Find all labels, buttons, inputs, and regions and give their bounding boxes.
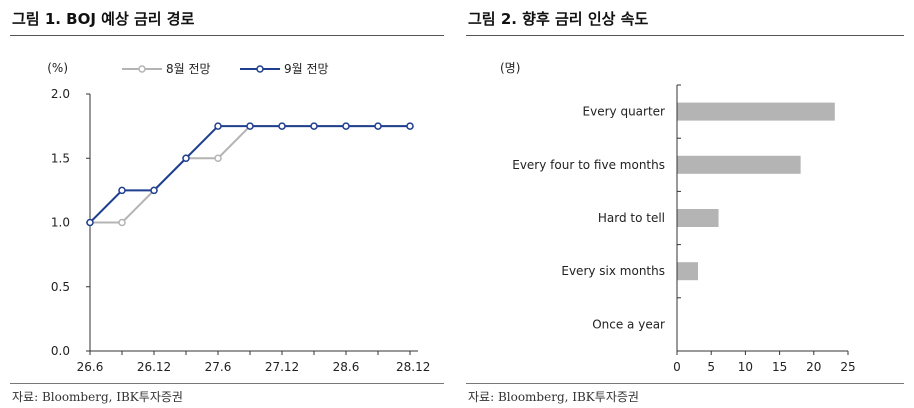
right-chart-title: 그림 2. 향후 금리 인상 속도: [468, 10, 649, 28]
bar-x-tick-label: 10: [738, 360, 753, 374]
line-series-point: [118, 186, 126, 195]
left-chart-title: 그림 1. BOJ 예상 금리 경로: [12, 10, 195, 28]
line-x-tick-label: 27.12: [265, 360, 299, 374]
line-y-tick-label: 0.5: [51, 280, 70, 294]
line-series-point: [246, 122, 254, 130]
bar-x-tick-label: 20: [806, 360, 821, 374]
line-y-tick-label: 1.0: [51, 216, 70, 230]
line-series-point: [310, 122, 318, 130]
line-y-tick-label: 1.5: [51, 151, 70, 165]
bar-category-label: Every six months: [561, 264, 665, 278]
bar-category-label: Hard to tell: [598, 211, 665, 225]
bar-category-label: Every four to five months: [512, 158, 665, 172]
legend-label: 9월 전망: [284, 62, 329, 76]
legend-marker: [256, 65, 264, 73]
line-series-path: [90, 125, 410, 224]
bar-x-tick-label: 0: [673, 360, 681, 374]
line-series-point: [86, 218, 94, 227]
line-x-tick-label: 28.6: [333, 360, 360, 374]
line-series-point: [214, 122, 222, 130]
bar-unit-label: (명): [500, 61, 520, 75]
right-source-rule: [466, 383, 904, 384]
bar-chart-hike-pace: (명) Every quarter Every four to five month…: [500, 61, 856, 374]
bar-1: [677, 155, 801, 174]
line-series-path: [89, 125, 410, 224]
legend-label: 8월 전망: [166, 62, 211, 76]
line-series-point: [118, 218, 126, 227]
line-series-point: [406, 122, 414, 130]
bar-x-tick-label: 15: [772, 360, 787, 374]
line-y-tick-label: 2.0: [51, 87, 70, 101]
bar-x-tick-label: 5: [707, 360, 715, 374]
bar-3: [677, 262, 699, 281]
right-source: 자료: Bloomberg, IBK투자증권: [468, 390, 639, 404]
line-x-tick-label: 26.12: [137, 360, 171, 374]
line-y-tick-label: 0.0: [51, 344, 70, 358]
line-series-point: [214, 154, 222, 162]
bar-category-label: Every quarter: [583, 105, 666, 119]
left-source: 자료: Bloomberg, IBK투자증권: [12, 390, 183, 404]
line-series-point: [150, 186, 158, 195]
left-title-rule: [10, 35, 444, 36]
line-series-point: [182, 154, 190, 162]
left-source-rule: [10, 383, 444, 384]
line-x-tick-label: 28.12: [396, 360, 430, 374]
bar-category-label: Once a year: [592, 317, 665, 331]
line-x-tick-label: 26.6: [77, 360, 104, 374]
line-series-point: [374, 122, 382, 130]
line-x-tick-label: 27.6: [205, 360, 232, 374]
legend-marker: [138, 65, 146, 73]
line-unit-label: (%): [47, 61, 68, 75]
line-chart-boj-rate-path: (%) 0.0 0.5 1.0 1.5 2.0 26.6 26.12 27.6 27.12 28.6…: [47, 61, 430, 374]
bar-x-tick-label: 25: [840, 360, 855, 374]
bar-0: [677, 102, 835, 121]
line-series-point: [342, 122, 350, 130]
bar-2: [677, 209, 719, 227]
right-title-rule: [466, 35, 904, 36]
line-series-point: [278, 122, 286, 130]
